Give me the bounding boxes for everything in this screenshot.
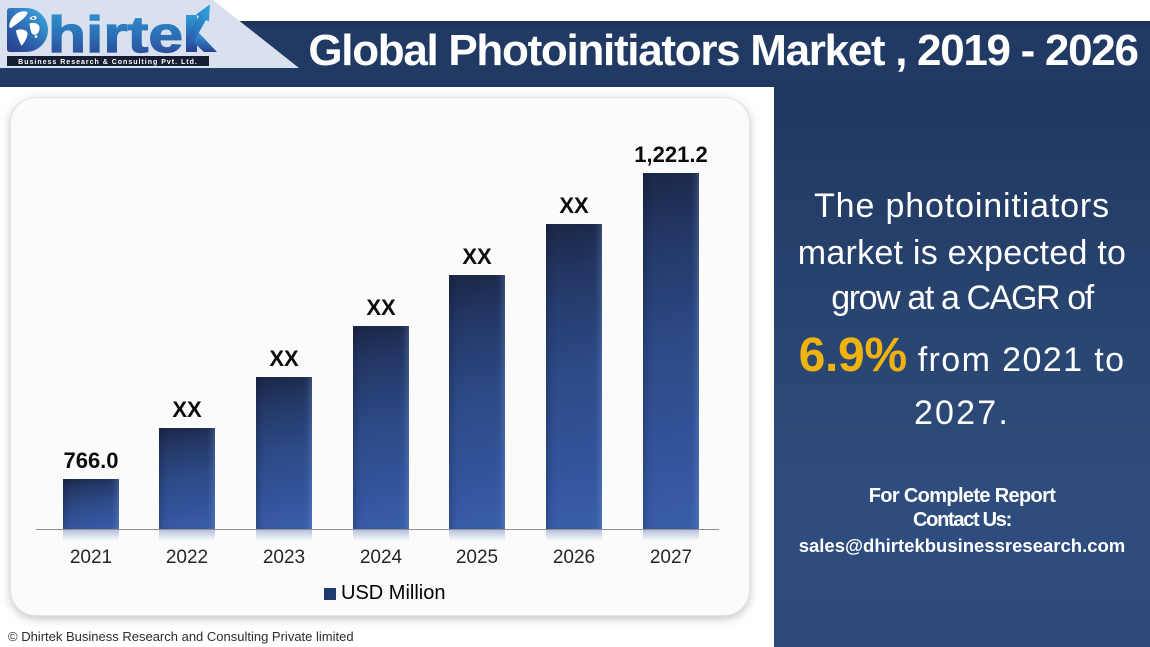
svg-text:hirte: hirte	[48, 6, 183, 63]
svg-text:Business Research & Consulting: Business Research & Consulting Pvt. Ltd.	[18, 59, 198, 66]
